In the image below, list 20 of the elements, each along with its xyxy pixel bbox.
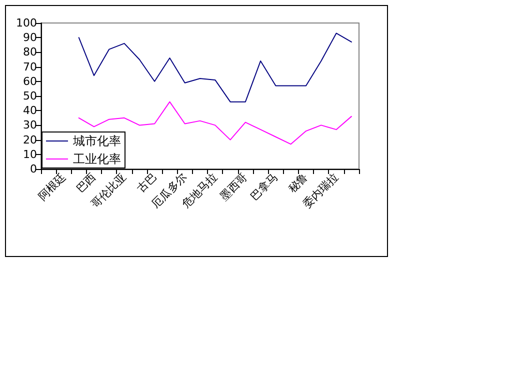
y-tick-label: 60 — [23, 74, 37, 88]
y-tick-label: 10 — [23, 148, 37, 161]
y-tick-label: 70 — [23, 60, 37, 74]
x-tick-label: 巴西 — [74, 170, 99, 196]
y-tick-label: 30 — [23, 118, 37, 132]
y-tick-label: 0 — [30, 162, 37, 176]
x-tick-label: 阿根廷 — [36, 170, 68, 203]
x-tick-label: 巴拿马 — [248, 170, 280, 203]
line-series — [78, 32, 352, 102]
y-tick-label: 50 — [23, 90, 37, 102]
x-tick-label: 墨西哥 — [218, 170, 250, 203]
y-tick-label: 100 — [16, 16, 37, 30]
x-tick-label: 秘鲁 — [286, 170, 311, 196]
y-tick-label: 40 — [23, 104, 37, 118]
legend-label: 城市化率 — [72, 134, 121, 148]
y-tick-label: 80 — [23, 46, 37, 59]
x-tick-label: 古巴 — [134, 170, 160, 196]
legend-label: 工业化率 — [73, 152, 121, 166]
y-tick-label: 20 — [23, 133, 37, 146]
y-tick-label: 90 — [23, 31, 37, 44]
